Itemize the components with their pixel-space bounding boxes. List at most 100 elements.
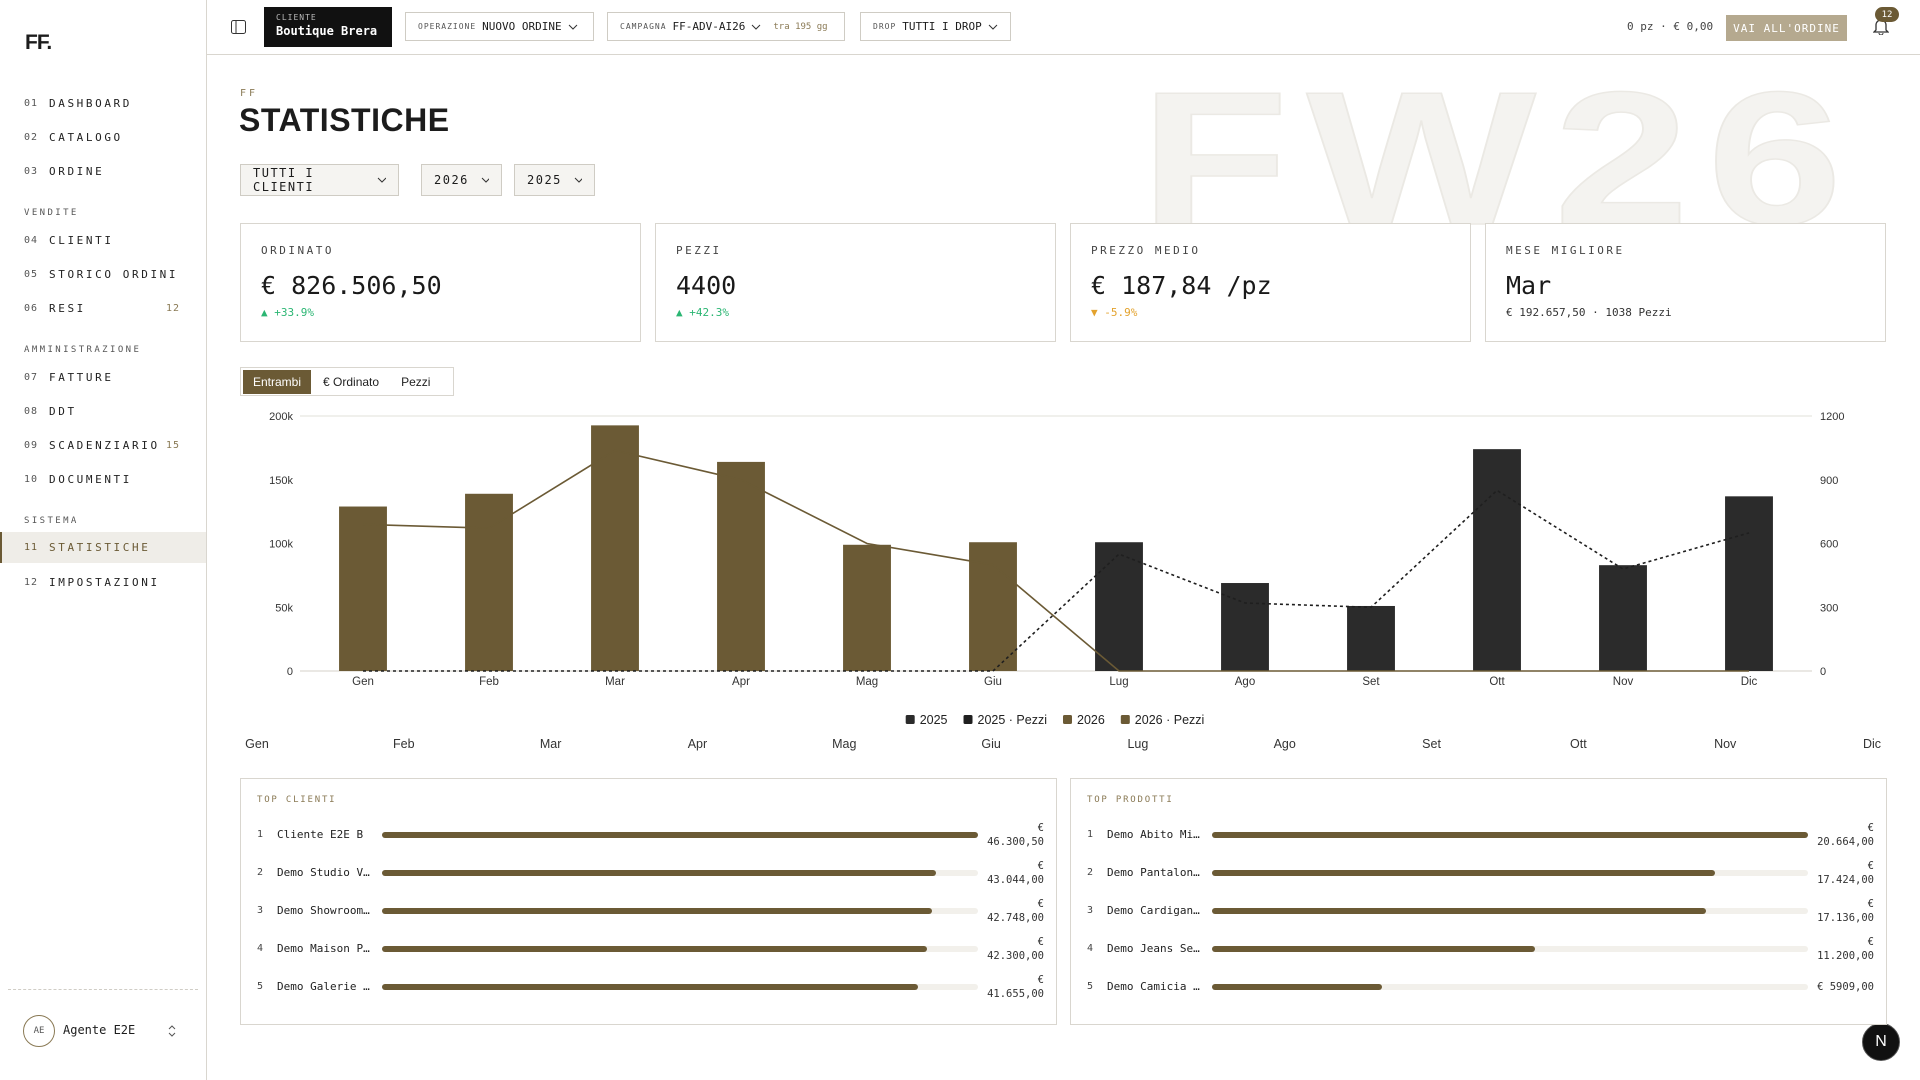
bar (1725, 496, 1773, 671)
rank: 3 (257, 905, 264, 916)
nav-item[interactable]: 05 STORICO ORDINI (0, 257, 206, 291)
chart-mode-button[interactable]: Pezzi (401, 374, 431, 389)
line-series (363, 489, 1750, 672)
selector[interactable]: OPERAZIONE NUOVO ORDINE (405, 12, 594, 41)
nav-item[interactable]: 06 RESI 12 (0, 291, 206, 325)
cta-button[interactable]: VAI ALL'ORDINE (1726, 15, 1847, 41)
sidebar: FF. 01 DASHBOARD 02 CATALOGO 03 ORDINE VENDITE… (0, 0, 207, 1080)
kpi-card: PEZZI 4400 ▲ +42.3% (655, 223, 1056, 342)
x-tick-label: Nov (1613, 676, 1634, 688)
item-name: Demo Maison P… (277, 942, 370, 955)
nav-item[interactable]: 11 STATISTICHE (0, 532, 206, 563)
client-box[interactable]: CLIENTE Boutique Brera (264, 7, 392, 47)
chevron (378, 177, 386, 183)
timeline-label: Gen (245, 737, 269, 751)
legend-swatch (1120, 715, 1130, 724)
item-name: Demo Studio V… (277, 866, 370, 879)
bar (1212, 946, 1536, 952)
x-tick-label: Giu (984, 676, 1002, 688)
top-list-row: 5 Demo Galerie … € 41.655,00 (241, 972, 1058, 1002)
kpi-value: 4400 (676, 271, 737, 300)
y2-tick-label: 1200 (1820, 411, 1844, 423)
sidebar-divider (8, 989, 198, 990)
nav-item[interactable]: 08 DDT (0, 394, 206, 428)
bar (1347, 605, 1395, 671)
top-list-row: 3 Demo Showroom… € 42.748,00 (241, 896, 1058, 926)
legend-label: 2025 · Pezzi (978, 713, 1047, 727)
rank: 4 (257, 943, 264, 954)
chart-mode-button[interactable]: € Ordinato (323, 374, 380, 389)
y-tick-label: 150k (269, 475, 293, 487)
x-tick-label: Ott (1489, 676, 1505, 688)
top-list-row: 4 Demo Maison P… € 42.300,00 (241, 934, 1058, 964)
nav-item[interactable]: 01 DASHBOARD (0, 86, 206, 120)
kpi-label: PREZZO MEDIO (1091, 244, 1201, 257)
selector-value: NUOVO ORDINE (482, 20, 562, 33)
top-list-row: 5 Demo Camicia … € 5909,00 (1071, 972, 1888, 1002)
filter-dropdown[interactable]: 2026 (421, 164, 502, 196)
kpi-card: MESE MIGLIORE Mar € 192.657,50 · 1038 Pezz… (1485, 223, 1886, 342)
nav-label: IMPOSTAZIONI (49, 575, 160, 589)
value-label: € 17.424,00 (1817, 860, 1874, 886)
bar-track (1212, 832, 1808, 838)
kpi-value: € 826.506,50 (261, 271, 442, 300)
nav-item[interactable]: 03 ORDINE (0, 154, 206, 188)
value-label: € 42.300,00 (987, 936, 1044, 962)
bar (465, 493, 513, 671)
chevron-line (574, 177, 582, 183)
nav-number: 12 (24, 576, 39, 588)
selector-value: TUTTI I DROP (902, 20, 982, 33)
top-list-panel: TOP CLIENTI 1 Cliente E2E B € 46.300,50 2 Dem… (240, 778, 1057, 1025)
page-title: STATISTICHE (239, 102, 450, 138)
nav-number: 05 (24, 268, 39, 280)
nav-item[interactable]: 07 FATTURE (0, 360, 206, 394)
timeline-label: Ott (1570, 737, 1587, 751)
legend-label: 2026 · Pezzi (1135, 713, 1204, 727)
item-name: Demo Jeans Se… (1107, 942, 1200, 955)
selector[interactable]: DROP TUTTI I DROP (860, 12, 1011, 41)
nav-label: SCADENZIARIO (49, 438, 160, 452)
client-label: CLIENTE (276, 13, 317, 22)
nav-item[interactable]: 02 CATALOGO (0, 120, 206, 154)
selector[interactable]: CAMPAGNA FF-ADV-AI26 tra 195 gg (607, 12, 845, 41)
x-tick-label: Feb (479, 676, 499, 688)
bar (1473, 449, 1521, 671)
nav-number: 03 (24, 165, 39, 177)
bar (339, 506, 387, 671)
sidebar-toggle[interactable] (231, 20, 246, 34)
bar (1212, 908, 1707, 914)
timeline-label: Giu (981, 737, 1001, 751)
y-tick-label: 0 (287, 666, 293, 678)
nav-label: DDT (49, 404, 77, 418)
kpi-label: MESE MIGLIORE (1506, 244, 1625, 257)
filter-value: 2026 (434, 173, 469, 187)
filter-dropdown[interactable]: 2025 (514, 164, 595, 196)
nav-label: STATISTICHE (49, 541, 151, 554)
value-label: € 41.655,00 (987, 974, 1044, 1000)
user-menu[interactable]: AE Agente E2E (23, 1015, 188, 1047)
nav-number: 04 (24, 234, 39, 246)
nav-item[interactable]: 04 CLIENTI (0, 223, 206, 257)
filter-dropdown[interactable]: TUTTI I CLIENTI (240, 164, 399, 196)
nav-item[interactable]: 09 SCADENZIARIO 15 (0, 428, 206, 462)
timeline-label: Mag (832, 737, 856, 751)
y-tick-label: 50k (275, 602, 293, 614)
bar (1212, 870, 1715, 876)
kpi-card: PREZZO MEDIO € 187,84 /pz ▼ -5.9% (1070, 223, 1471, 342)
dev-badge[interactable]: N (1862, 1023, 1900, 1061)
nav-item[interactable]: 12 IMPOSTAZIONI (0, 565, 206, 599)
nav-item[interactable]: 10 DOCUMENTI (0, 462, 206, 496)
nav-number: 09 (24, 439, 39, 451)
filter-value: TUTTI I CLIENTI (253, 166, 315, 194)
rank: 5 (257, 981, 264, 992)
timeline-label: Lug (1127, 737, 1148, 751)
legend-label: 2026 (1077, 713, 1105, 727)
filter-value: 2025 (527, 173, 562, 187)
logo[interactable]: FF. (25, 31, 52, 54)
client-value: Boutique Brera (276, 24, 378, 38)
chart-mode-button[interactable]: Entrambi (243, 369, 312, 394)
nav-number: 01 (24, 97, 39, 109)
bar-track (1212, 946, 1808, 952)
bar (969, 542, 1017, 671)
item-name: Cliente E2E B (277, 828, 364, 841)
